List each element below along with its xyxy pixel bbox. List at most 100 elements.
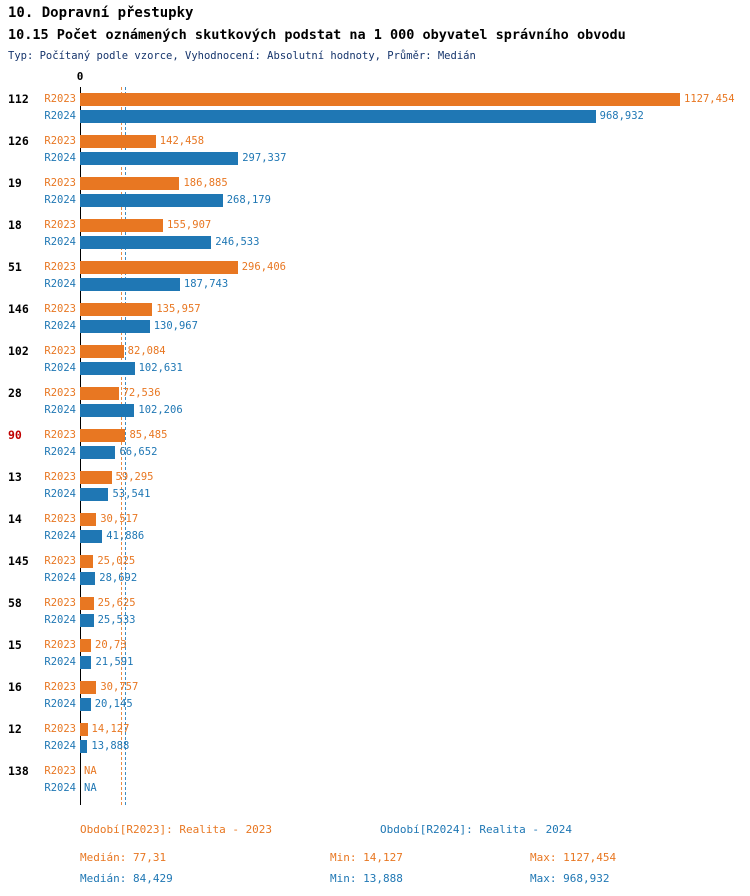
bar-row-r2024: R2024 187,743	[0, 276, 750, 293]
chart-group-146: 146 R2023 135,957 R2024 130,967	[0, 301, 750, 343]
bar-row-r2024: R2024 66,652	[0, 444, 750, 461]
bar-row-r2024: R2024 102,206	[0, 402, 750, 419]
bar-r2024	[80, 698, 91, 711]
series-label: R2024	[44, 656, 76, 668]
category-label: 102	[8, 344, 29, 358]
category-label: 13	[8, 470, 22, 484]
legend-r2024: Období[R2024]: Realita - 2024	[380, 823, 573, 836]
chart-group-112: 112 R2023 1127,454 R2024 968,932	[0, 91, 750, 133]
category-label: 112	[8, 92, 29, 106]
series-label: R2023	[44, 723, 76, 735]
value-label: 246,533	[215, 236, 260, 248]
bar-r2024	[80, 488, 109, 501]
series-label: R2023	[44, 513, 76, 525]
series-label: R2023	[44, 597, 76, 609]
value-label: 1127,454	[684, 93, 735, 105]
bar-row-r2024: R2024 968,932	[0, 108, 750, 125]
series-label: R2024	[44, 488, 76, 500]
value-label: 102,206	[138, 404, 183, 416]
series-label: R2023	[44, 429, 76, 441]
series-label: R2024	[44, 782, 76, 794]
bar-row-r2023: R2023 25,625	[0, 595, 750, 612]
category-label: 138	[8, 764, 29, 778]
category-label: 16	[8, 680, 22, 694]
bar-r2024	[80, 362, 135, 375]
chart-group-13: 13 R2023 59,295 R2024 53,541	[0, 469, 750, 511]
bar-r2023	[80, 723, 88, 736]
bar-r2024	[80, 236, 212, 249]
category-label: 90	[8, 428, 22, 442]
chart-group-102: 102 R2023 82,084 R2024 102,631	[0, 343, 750, 385]
series-label: R2024	[44, 740, 76, 752]
category-label: 58	[8, 596, 22, 610]
bar-row-r2023: R2023 14,127	[0, 721, 750, 738]
category-label: 145	[8, 554, 29, 568]
value-label: 13,888	[91, 740, 130, 752]
bar-r2024	[80, 152, 239, 165]
bar-r2024	[80, 656, 92, 669]
bar-r2023	[80, 135, 156, 148]
bar-row-r2024: R2024 102,631	[0, 360, 750, 377]
series-label: R2024	[44, 572, 76, 584]
stat-max-r2023: Max: 1127,454	[530, 851, 617, 864]
bar-r2024	[80, 572, 96, 585]
bar-row-r2024: R2024 41,886	[0, 528, 750, 545]
bar-r2024	[80, 446, 116, 459]
category-label: 12	[8, 722, 22, 736]
bar-row-r2024: R2024 246,533	[0, 234, 750, 251]
series-label: R2023	[44, 639, 76, 651]
series-label: R2023	[44, 177, 76, 189]
bar-r2023	[80, 429, 126, 442]
value-label: 155,907	[166, 219, 212, 231]
page-title: 10. Dopravní přestupky	[8, 5, 194, 21]
series-label: R2023	[44, 765, 76, 777]
bar-r2023	[80, 597, 94, 610]
series-label: R2024	[44, 236, 76, 248]
bar-row-r2023: R2023 30,517	[0, 511, 750, 528]
chart-group-14: 14 R2023 30,517 R2024 41,886	[0, 511, 750, 553]
value-label: 82,084	[127, 345, 166, 357]
value-label: 30,517	[100, 513, 139, 525]
stat-min-r2024: Min: 13,888	[330, 872, 403, 885]
category-label: 51	[8, 260, 22, 274]
chart-group-90: 90 R2023 85,485 R2024 66,652	[0, 427, 750, 469]
bar-row-r2023: R2023 85,485	[0, 427, 750, 444]
value-label: 59,295	[115, 471, 154, 483]
series-label: R2023	[44, 387, 76, 399]
bar-row-r2024: R2024 130,967	[0, 318, 750, 335]
value-label: 14,127	[91, 723, 130, 735]
value-label: 142,458	[159, 135, 205, 147]
category-label: 18	[8, 218, 22, 232]
series-label: R2023	[44, 471, 76, 483]
value-label: 25,533	[97, 614, 136, 626]
bar-r2024	[80, 530, 103, 543]
bar-r2024	[80, 320, 150, 333]
category-label: 15	[8, 638, 22, 652]
series-label: R2024	[44, 362, 76, 374]
series-label: R2023	[44, 261, 76, 273]
bar-row-r2023: R2023 186,885	[0, 175, 750, 192]
bar-r2024	[80, 614, 94, 627]
category-label: 146	[8, 302, 29, 316]
bar-row-r2024: R2024 297,337	[0, 150, 750, 167]
bar-row-r2023: R2023 82,084	[0, 343, 750, 360]
stat-max-r2024: Max: 968,932	[530, 872, 610, 885]
series-label: R2024	[44, 698, 76, 710]
value-label: 130,967	[153, 320, 198, 332]
bar-row-r2024: R2024 25,533	[0, 612, 750, 629]
chart-group-18: 18 R2023 155,907 R2024 246,533	[0, 217, 750, 259]
median-line-r2024	[124, 87, 126, 805]
bar-r2023	[80, 681, 97, 694]
series-label: R2023	[44, 345, 76, 357]
chart-group-16: 16 R2023 30,757 R2024 20,145	[0, 679, 750, 721]
stat-median-r2023: Medián: 77,31	[80, 851, 167, 864]
bar-r2024	[80, 194, 223, 207]
series-label: R2023	[44, 219, 76, 231]
value-label: 296,406	[241, 261, 286, 273]
chart-group-58: 58 R2023 25,625 R2024 25,533	[0, 595, 750, 637]
value-label: 186,885	[183, 177, 228, 189]
bar-row-r2024: R2024 13,888	[0, 738, 750, 755]
category-label: 28	[8, 386, 22, 400]
bar-r2024	[80, 278, 180, 291]
